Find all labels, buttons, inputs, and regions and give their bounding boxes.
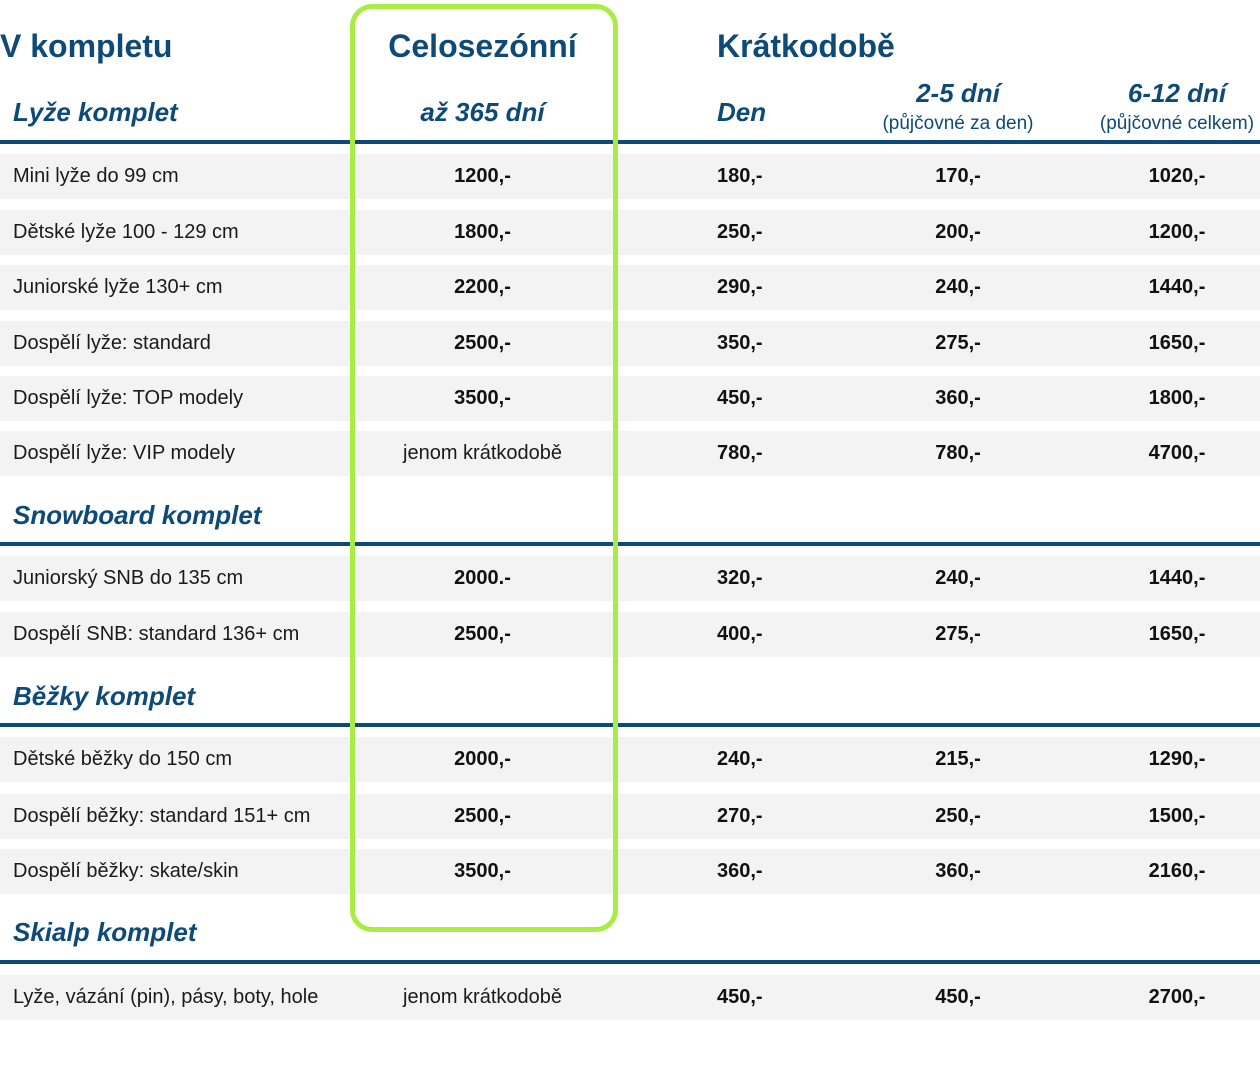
price-6-12-days: 1290,- (1148, 748, 1206, 770)
price-day: 360,- (717, 860, 763, 882)
table-row: Dětské běžky do 150 cm 2000,- 240,- 215,… (0, 737, 1260, 782)
price-6-12-days: 1500,- (1148, 805, 1206, 827)
price-season: 1800,- (454, 221, 511, 243)
table-row: Dospělí lyže: VIP modely jenom krátkodob… (0, 431, 1260, 476)
price-2-5-days: 780,- (935, 442, 981, 464)
row-label: Lyže, vázání (pin), pásy, boty, hole (13, 986, 319, 1008)
subheading-den: Den (717, 97, 767, 127)
price-2-5-days: 450,- (935, 986, 981, 1008)
price-2-5-days: 360,- (935, 860, 981, 882)
price-day: 400,- (717, 623, 763, 645)
divider-snowboard (0, 542, 1260, 546)
price-6-12-days: 1800,- (1148, 387, 1206, 409)
price-season: 2000,- (454, 748, 511, 770)
price-day: 240,- (717, 748, 763, 770)
price-season: 3500,- (454, 387, 511, 409)
price-6-12-days: 1200,- (1148, 221, 1206, 243)
price-2-5-days: 360,- (935, 387, 981, 409)
section-title-skialp: Skialp komplet (13, 917, 197, 947)
table-row: Dospělí SNB: standard 136+ cm 2500,- 400… (0, 612, 1260, 657)
table-row: Dospělí běžky: standard 151+ cm 2500,- 2… (0, 794, 1260, 839)
price-6-12-days: 4700,- (1148, 442, 1206, 464)
divider-bezky (0, 723, 1260, 727)
price-day: 320,- (717, 567, 763, 589)
price-season: 2500,- (454, 805, 511, 827)
price-day: 350,- (717, 332, 763, 354)
table-row: Dospělí lyže: TOP modely 3500,- 450,- 36… (0, 376, 1260, 421)
heading-celosezonni: Celosezónní (388, 28, 577, 64)
price-6-12-days: 2160,- (1148, 860, 1206, 882)
table-row: Dospělí běžky: skate/skin 3500,- 360,- 3… (0, 849, 1260, 894)
price-season: 2500,- (454, 623, 511, 645)
price-2-5-days: 275,- (935, 623, 981, 645)
price-6-12-days: 2700,- (1148, 986, 1206, 1008)
price-day: 290,- (717, 276, 763, 298)
row-label: Dětské lyže 100 - 129 cm (13, 221, 239, 243)
price-day: 270,- (717, 805, 763, 827)
price-day: 180,- (717, 165, 763, 187)
price-day: 250,- (717, 221, 763, 243)
section-title-snowboard: Snowboard komplet (13, 500, 262, 530)
row-label: Dospělí běžky: standard 151+ cm (13, 805, 311, 827)
price-2-5-days: 240,- (935, 276, 981, 298)
price-season: 2000.- (454, 567, 511, 589)
note-pujcovne-za-den: (půjčovné za den) (882, 113, 1034, 134)
row-label: Juniorský SNB do 135 cm (13, 567, 244, 589)
section-title-bezky: Běžky komplet (13, 681, 196, 711)
price-season: 1200,- (454, 165, 511, 187)
price-season: 2500,- (454, 332, 511, 354)
price-season: 3500,- (454, 860, 511, 882)
price-day: 450,- (717, 387, 763, 409)
price-6-12-days: 1440,- (1148, 276, 1206, 298)
row-label: Dospělí SNB: standard 136+ cm (13, 623, 300, 645)
price-6-12-days: 1440,- (1148, 567, 1206, 589)
price-season: jenom krátkodobě (403, 986, 562, 1008)
row-label: Dospělí lyže: VIP modely (13, 442, 235, 464)
table-row: Lyže, vázání (pin), pásy, boty, hole jen… (0, 975, 1260, 1020)
price-2-5-days: 250,- (935, 805, 981, 827)
price-2-5-days: 240,- (935, 567, 981, 589)
price-2-5-days: 215,- (935, 748, 981, 770)
price-6-12-days: 1650,- (1148, 332, 1206, 354)
row-label: Mini lyže do 99 cm (13, 165, 179, 187)
row-label: Dospělí běžky: skate/skin (13, 860, 239, 882)
section-title-lyze: Lyže komplet (13, 97, 178, 127)
price-2-5-days: 170,- (935, 165, 981, 187)
note-pujcovne-celkem: (půjčovné celkem) (1099, 113, 1255, 134)
table-row: Juniorské lyže 130+ cm 2200,- 290,- 240,… (0, 265, 1260, 310)
row-label: Juniorské lyže 130+ cm (13, 276, 223, 298)
heading-v-kompletu: V kompletu (0, 28, 173, 64)
heading-kratkodobe: Krátkodobě (717, 28, 895, 64)
table-row: Dětské lyže 100 - 129 cm 1800,- 250,- 20… (0, 210, 1260, 255)
table-row: Mini lyže do 99 cm 1200,- 180,- 170,- 10… (0, 154, 1260, 199)
price-day: 780,- (717, 442, 763, 464)
price-2-5-days: 275,- (935, 332, 981, 354)
table-row: Dospělí lyže: standard 2500,- 350,- 275,… (0, 321, 1260, 366)
price-season: jenom krátkodobě (403, 442, 562, 464)
divider-lyze (0, 140, 1260, 144)
table-row: Juniorský SNB do 135 cm 2000.- 320,- 240… (0, 556, 1260, 601)
price-day: 450,- (717, 986, 763, 1008)
row-label: Dospělí lyže: standard (13, 332, 211, 354)
price-2-5-days: 200,- (935, 221, 981, 243)
price-6-12-days: 1020,- (1148, 165, 1206, 187)
row-label: Dětské běžky do 150 cm (13, 748, 232, 770)
price-6-12-days: 1650,- (1148, 623, 1206, 645)
subheading-2-5-dni: 2-5 dní (916, 78, 1000, 108)
row-label: Dospělí lyže: TOP modely (13, 387, 244, 409)
price-season: 2200,- (454, 276, 511, 298)
divider-skialp (0, 960, 1260, 964)
subheading-az-365: až 365 dní (420, 97, 545, 127)
subheading-6-12-dni: 6-12 dní (1127, 78, 1227, 108)
